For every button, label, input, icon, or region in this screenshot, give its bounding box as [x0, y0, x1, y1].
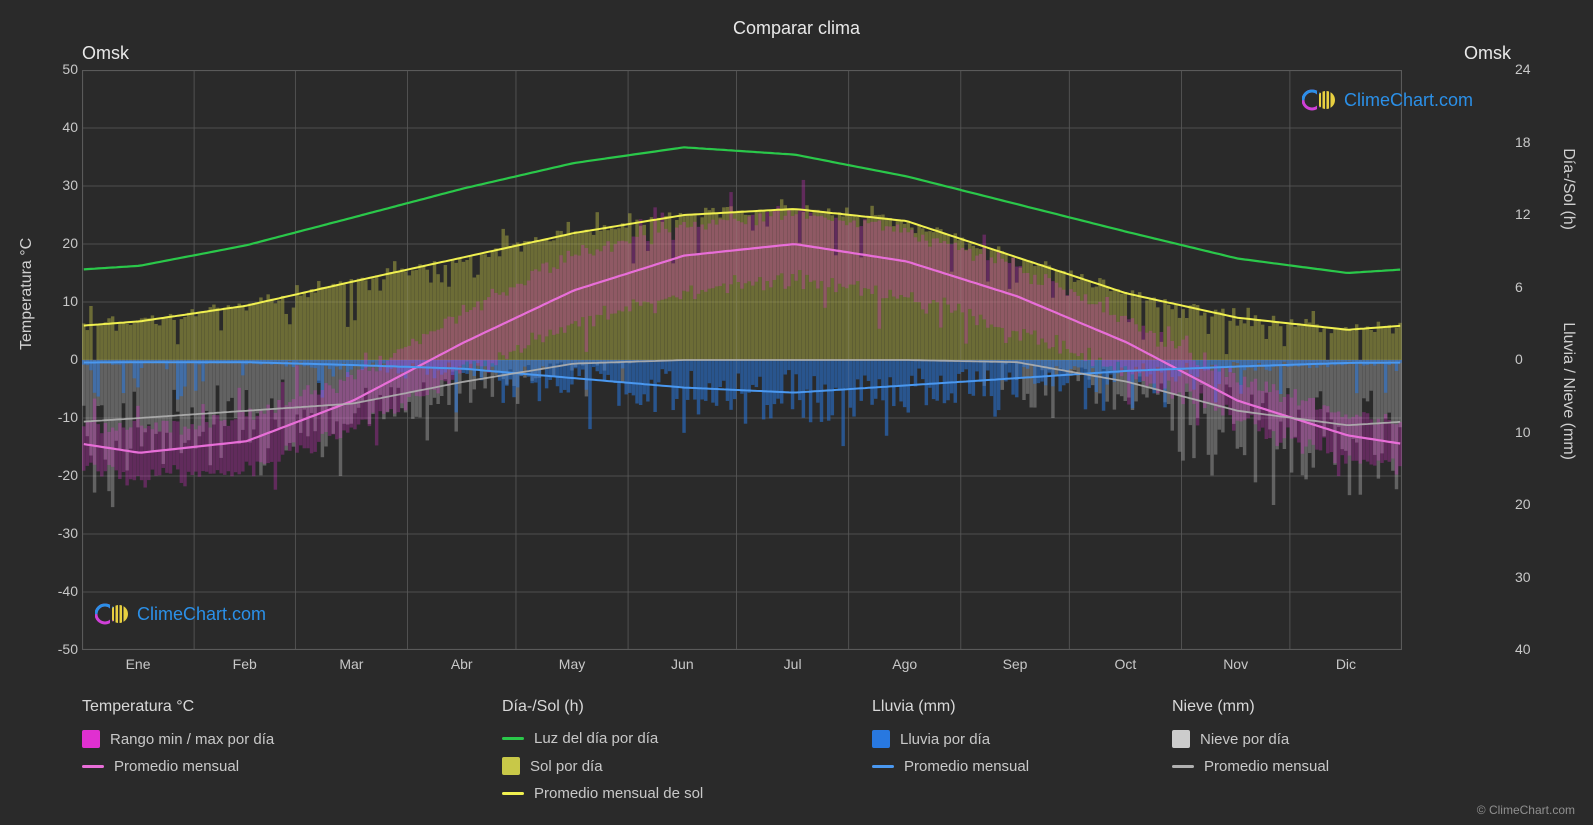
y-right-tick: 24 — [1515, 61, 1545, 77]
legend-label: Lluvia por día — [900, 731, 990, 748]
y-right-tick: 0 — [1515, 351, 1545, 367]
legend-line-icon — [502, 737, 524, 740]
legend-swatch-icon — [872, 730, 890, 748]
legend-item: Rango min / max por día — [82, 730, 502, 748]
legend-line-icon — [872, 765, 894, 768]
x-tick: Dic — [1316, 656, 1376, 672]
y-left-tick: -10 — [48, 409, 78, 425]
y-right-tick: 20 — [1515, 496, 1545, 512]
x-tick: Nov — [1206, 656, 1266, 672]
legend-column: Lluvia (mm) Lluvia por día Promedio mensua… — [872, 698, 1172, 802]
legend-label: Sol por día — [530, 758, 603, 775]
x-tick: Ago — [875, 656, 935, 672]
x-tick: Jun — [652, 656, 712, 672]
x-tick: May — [542, 656, 602, 672]
y-right-tick: 18 — [1515, 134, 1545, 150]
y-left-tick: 20 — [48, 235, 78, 251]
legend-header: Temperatura °C — [82, 698, 502, 716]
x-tick: Feb — [215, 656, 275, 672]
legend-column: Temperatura °C Rango min / max por día Pro… — [82, 698, 502, 802]
city-label-right: Omsk — [1464, 43, 1511, 64]
legend-header: Nieve (mm) — [1172, 698, 1402, 716]
y-left-tick: -50 — [48, 641, 78, 657]
legend-label: Rango min / max por día — [110, 731, 274, 748]
y-right-top-axis-label: Día-/Sol (h) — [1559, 148, 1577, 230]
legend-swatch-icon — [1172, 730, 1190, 748]
x-tick: Jul — [763, 656, 823, 672]
legend-item: Promedio mensual — [1172, 758, 1402, 775]
x-tick: Mar — [321, 656, 381, 672]
y-left-tick: 30 — [48, 177, 78, 193]
legend-item: Nieve por día — [1172, 730, 1402, 748]
legend-line-icon — [502, 792, 524, 795]
watermark-text: ClimeChart.com — [1344, 90, 1473, 111]
x-tick: Abr — [432, 656, 492, 672]
legend-swatch-icon — [82, 730, 100, 748]
legend-line-icon — [1172, 765, 1194, 768]
y-left-tick: 10 — [48, 293, 78, 309]
y-right-bottom-axis-label: Lluvia / Nieve (mm) — [1559, 322, 1577, 460]
y-left-tick: -20 — [48, 467, 78, 483]
watermark-logo-bottom: ClimeChart.com — [95, 602, 266, 626]
legend-column: Día-/Sol (h) Luz del día por día Sol por d… — [502, 698, 872, 802]
y-left-tick: -30 — [48, 525, 78, 541]
y-left-tick: 50 — [48, 61, 78, 77]
x-tick: Oct — [1095, 656, 1155, 672]
legend-swatch-icon — [502, 757, 520, 775]
legend-label: Luz del día por día — [534, 730, 658, 747]
legend-column: Nieve (mm) Nieve por día Promedio mensual — [1172, 698, 1402, 802]
plot-area — [82, 70, 1402, 650]
chart-title: Comparar clima — [0, 18, 1593, 39]
legend-label: Nieve por día — [1200, 731, 1289, 748]
y-right-tick: 6 — [1515, 279, 1545, 295]
x-tick: Sep — [985, 656, 1045, 672]
y-right-tick: 10 — [1515, 424, 1545, 440]
x-tick: Ene — [108, 656, 168, 672]
legend-item: Promedio mensual — [872, 758, 1172, 775]
climate-chart-svg — [82, 70, 1402, 650]
legend-header: Lluvia (mm) — [872, 698, 1172, 716]
watermark-text: ClimeChart.com — [137, 604, 266, 625]
y-right-tick: 30 — [1515, 569, 1545, 585]
legend-header: Día-/Sol (h) — [502, 698, 872, 716]
y-left-tick: 40 — [48, 119, 78, 135]
legend-label: Promedio mensual — [114, 758, 239, 775]
legend-item: Luz del día por día — [502, 730, 872, 747]
legend-label: Promedio mensual — [904, 758, 1029, 775]
legend-label: Promedio mensual — [1204, 758, 1329, 775]
y-left-axis-label: Temperatura °C — [18, 238, 36, 350]
y-left-tick: 0 — [48, 351, 78, 367]
legend-item: Lluvia por día — [872, 730, 1172, 748]
legend-item: Promedio mensual — [82, 758, 502, 775]
legend-item: Promedio mensual de sol — [502, 785, 872, 802]
legend-line-icon — [82, 765, 104, 768]
y-right-tick: 40 — [1515, 641, 1545, 657]
y-left-tick: -40 — [48, 583, 78, 599]
copyright: © ClimeChart.com — [1477, 803, 1575, 817]
legend-label: Promedio mensual de sol — [534, 785, 703, 802]
y-right-tick: 12 — [1515, 206, 1545, 222]
watermark-logo-top: ClimeChart.com — [1302, 88, 1473, 112]
city-label-left: Omsk — [82, 43, 129, 64]
legend: Temperatura °C Rango min / max por día Pro… — [82, 698, 1563, 802]
legend-item: Sol por día — [502, 757, 872, 775]
